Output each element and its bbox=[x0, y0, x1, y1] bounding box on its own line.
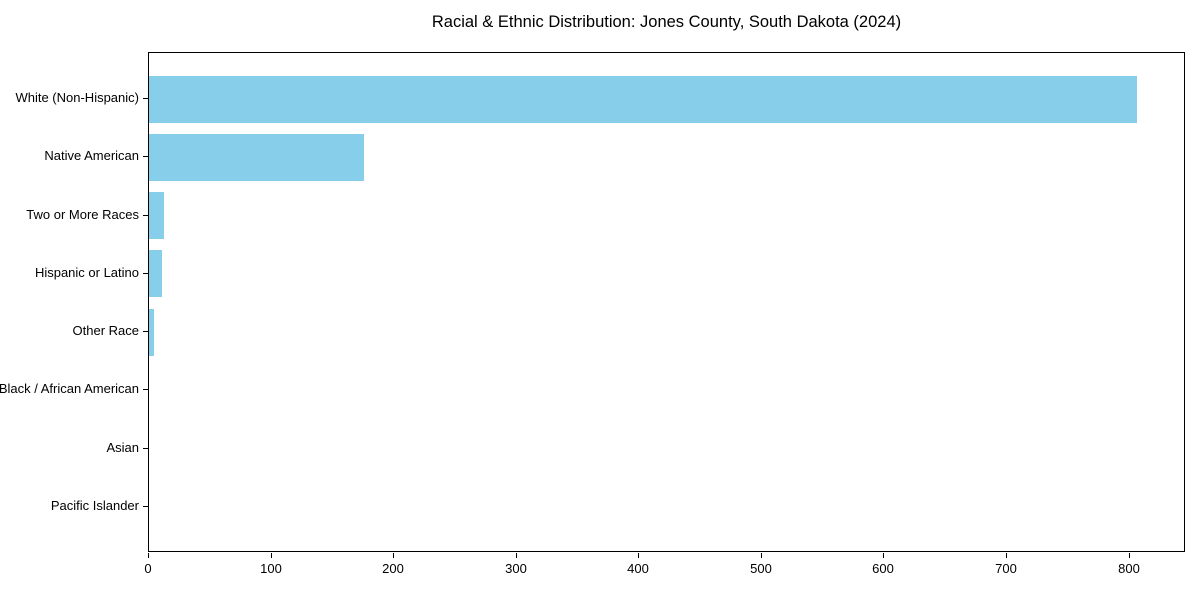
y-tick-mark bbox=[143, 273, 148, 274]
x-axis-label: 500 bbox=[750, 561, 772, 576]
x-tick-mark bbox=[883, 553, 884, 558]
bar-other-race bbox=[149, 309, 154, 356]
x-tick-mark bbox=[761, 553, 762, 558]
y-tick-mark bbox=[143, 156, 148, 157]
y-axis-label: White (Non-Hispanic) bbox=[15, 90, 139, 105]
y-tick-mark bbox=[143, 506, 148, 507]
x-axis-label: 200 bbox=[382, 561, 404, 576]
x-axis-label: 400 bbox=[627, 561, 649, 576]
y-axis-label: Pacific Islander bbox=[50, 498, 139, 513]
y-axis-label: Other Race bbox=[72, 323, 139, 338]
x-axis-label: 700 bbox=[995, 561, 1017, 576]
y-tick-mark bbox=[143, 389, 148, 390]
x-axis-label: 0 bbox=[144, 561, 152, 576]
y-axis-label: Native American bbox=[44, 148, 139, 163]
chart-title: Racial & Ethnic Distribution: Jones Coun… bbox=[431, 13, 902, 31]
x-tick-mark bbox=[1129, 553, 1130, 558]
x-tick-mark bbox=[638, 553, 639, 558]
x-axis-label: 300 bbox=[505, 561, 527, 576]
x-tick-mark bbox=[1006, 553, 1007, 558]
y-tick-mark bbox=[143, 448, 148, 449]
plot-area bbox=[148, 52, 1185, 552]
bar-native-american bbox=[149, 134, 364, 181]
y-tick-mark bbox=[143, 331, 148, 332]
y-axis-label: Asian bbox=[106, 440, 139, 455]
bar-two-or-more-races bbox=[149, 192, 164, 239]
y-tick-mark bbox=[143, 98, 148, 99]
y-tick-mark bbox=[143, 215, 148, 216]
x-axis-label: 800 bbox=[1118, 561, 1140, 576]
bar-hispanic-or-latino bbox=[149, 250, 162, 297]
x-axis-label: 100 bbox=[260, 561, 282, 576]
y-axis-label: Black / African American bbox=[0, 381, 139, 396]
x-axis-label: 600 bbox=[872, 561, 894, 576]
bar-white-non-hispanic bbox=[149, 76, 1137, 123]
y-axis-label: Two or More Races bbox=[26, 207, 139, 222]
y-axis-label: Hispanic or Latino bbox=[34, 265, 139, 280]
x-tick-mark bbox=[393, 553, 394, 558]
x-tick-mark bbox=[516, 553, 517, 558]
x-tick-mark bbox=[148, 553, 149, 558]
x-tick-mark bbox=[271, 553, 272, 558]
